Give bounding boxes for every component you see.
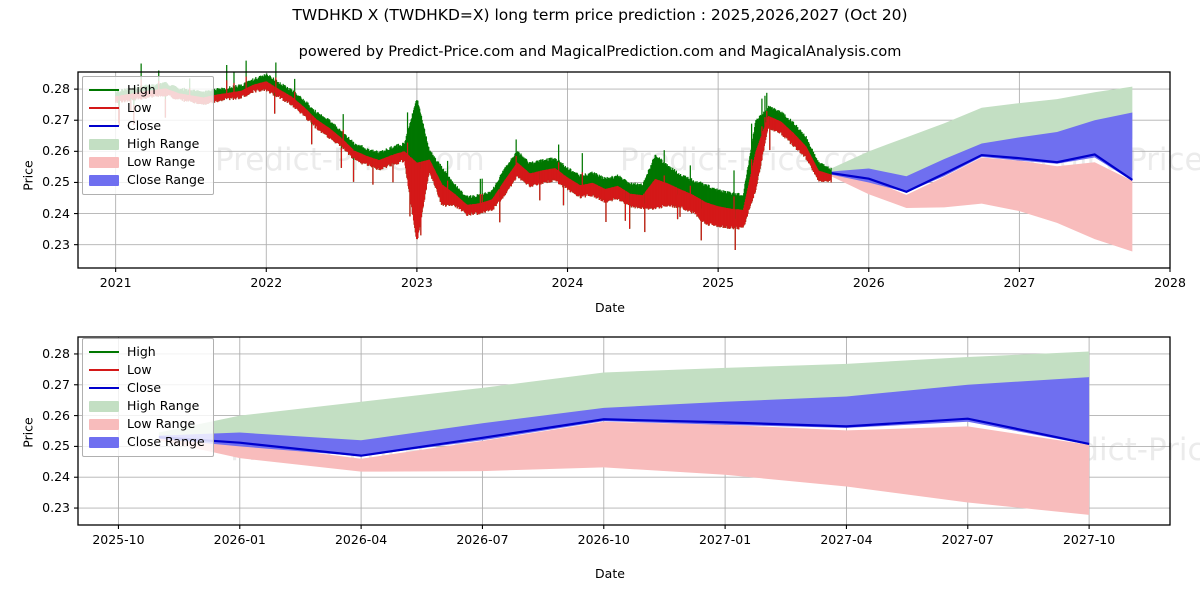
top-y-tick-label: 0.24 bbox=[42, 205, 70, 221]
bottom-legend-label: Close Range bbox=[127, 434, 205, 449]
bottom-legend-row: High bbox=[89, 343, 206, 361]
bottom-legend-swatch-low-range-icon bbox=[89, 418, 119, 430]
bottom-y-tick-label: 0.23 bbox=[42, 500, 70, 516]
top-legend-swatch-low-icon bbox=[89, 102, 119, 114]
bottom-legend-row: Close Range bbox=[89, 433, 206, 451]
top-legend-row: Close bbox=[89, 117, 206, 135]
bottom-legend-row: High Range bbox=[89, 397, 206, 415]
top-x-tick-label: 2024 bbox=[551, 275, 584, 290]
bottom-legend-label: Low Range bbox=[127, 416, 196, 431]
top-y-tick-label: 0.23 bbox=[42, 236, 70, 252]
top-x-tick-label: 2025 bbox=[702, 275, 735, 290]
bottom-x-axis-label: Date bbox=[595, 566, 625, 581]
bottom-legend-swatch-high-icon bbox=[89, 346, 119, 358]
bottom-x-tick-label: 2026-07 bbox=[456, 532, 509, 547]
bottom-x-tick-label: 2026-04 bbox=[334, 532, 388, 547]
top-legend-row: Low Range bbox=[89, 153, 206, 171]
top-legend-swatch-high-range-icon bbox=[89, 138, 119, 150]
top-y-tick-label: 0.26 bbox=[42, 143, 70, 159]
bottom-x-tick-label: 2026-10 bbox=[577, 532, 630, 547]
top-legend-swatch-close-icon bbox=[89, 120, 119, 132]
top-legend-row: Low bbox=[89, 99, 206, 117]
top-x-tick-label: 2021 bbox=[99, 275, 132, 290]
top-x-tick-label: 2023 bbox=[400, 275, 433, 290]
bottom-chart-legend: High Low Close High Range Low Range Close Ran… bbox=[82, 338, 214, 457]
top-y-tick-label: 0.27 bbox=[42, 112, 70, 128]
bottom-legend-swatch-low-icon bbox=[89, 364, 119, 376]
top-legend-label: Close bbox=[127, 118, 162, 133]
top-legend-row: High bbox=[89, 81, 206, 99]
bottom-chart-panel: Predict-Price.comPredict-Price.comPredic… bbox=[0, 325, 1200, 540]
top-y-tick-label: 0.28 bbox=[42, 81, 70, 97]
bottom-legend-row: Low bbox=[89, 361, 206, 379]
top-legend-swatch-low-range-icon bbox=[89, 156, 119, 168]
top-legend-swatch-close-range-icon bbox=[89, 174, 119, 186]
top-x-tick-label: 2027 bbox=[1003, 275, 1036, 290]
page-subtitle: powered by Predict-Price.com and Magical… bbox=[298, 44, 902, 60]
bottom-y-tick-label: 0.25 bbox=[42, 438, 70, 454]
top-legend-label: High bbox=[127, 82, 156, 97]
bottom-x-tick-label: 2027-07 bbox=[941, 532, 994, 547]
bottom-chart-svg: Predict-Price.comPredict-Price.comPredic… bbox=[74, 336, 1200, 529]
bottom-legend-swatch-close-range-icon bbox=[89, 436, 119, 448]
bottom-legend-label: Close bbox=[127, 380, 162, 395]
top-x-axis-label: Date bbox=[595, 300, 625, 315]
bottom-x-tick-label: 2027-04 bbox=[820, 532, 873, 547]
bottom-legend-row: Close bbox=[89, 379, 206, 397]
top-x-tick-label: 2028 bbox=[1154, 275, 1186, 290]
bottom-y-tick-label: 0.26 bbox=[42, 407, 70, 423]
bottom-legend-label: High bbox=[127, 344, 156, 359]
bottom-x-tick-label: 2027-01 bbox=[698, 532, 752, 547]
top-legend-label: Low Range bbox=[127, 154, 196, 169]
bottom-legend-swatch-close-icon bbox=[89, 382, 119, 394]
top-y-tick-label: 0.25 bbox=[42, 174, 70, 190]
top-legend-row: Close Range bbox=[89, 171, 206, 189]
bottom-legend-swatch-high-range-icon bbox=[89, 400, 119, 412]
top-x-tick-label: 2022 bbox=[250, 275, 283, 290]
bottom-x-tick-label: 2026-01 bbox=[213, 532, 266, 547]
bottom-y-tick-label: 0.27 bbox=[42, 376, 70, 392]
bottom-y-tick-label: 0.28 bbox=[42, 345, 70, 361]
bottom-x-tick-label: 2027-10 bbox=[1062, 532, 1116, 547]
bottom-legend-label: Low bbox=[127, 362, 152, 377]
bottom-y-tick-label: 0.24 bbox=[42, 469, 70, 485]
top-legend-swatch-high-icon bbox=[89, 84, 119, 96]
bottom-x-tick-label: 2025-10 bbox=[92, 532, 145, 547]
top-chart-legend: High Low Close High Range Low Range Close Ran… bbox=[82, 76, 214, 195]
top-legend-label: Low bbox=[127, 100, 152, 115]
top-legend-row: High Range bbox=[89, 135, 206, 153]
bottom-legend-row: Low Range bbox=[89, 415, 206, 433]
page-title: TWDHKD X (TWDHKD=X) long term price pred… bbox=[292, 6, 908, 24]
top-legend-label: High Range bbox=[127, 136, 200, 151]
top-legend-label: Close Range bbox=[127, 172, 205, 187]
top-x-tick-label: 2026 bbox=[852, 275, 885, 290]
bottom-legend-label: High Range bbox=[127, 398, 200, 413]
